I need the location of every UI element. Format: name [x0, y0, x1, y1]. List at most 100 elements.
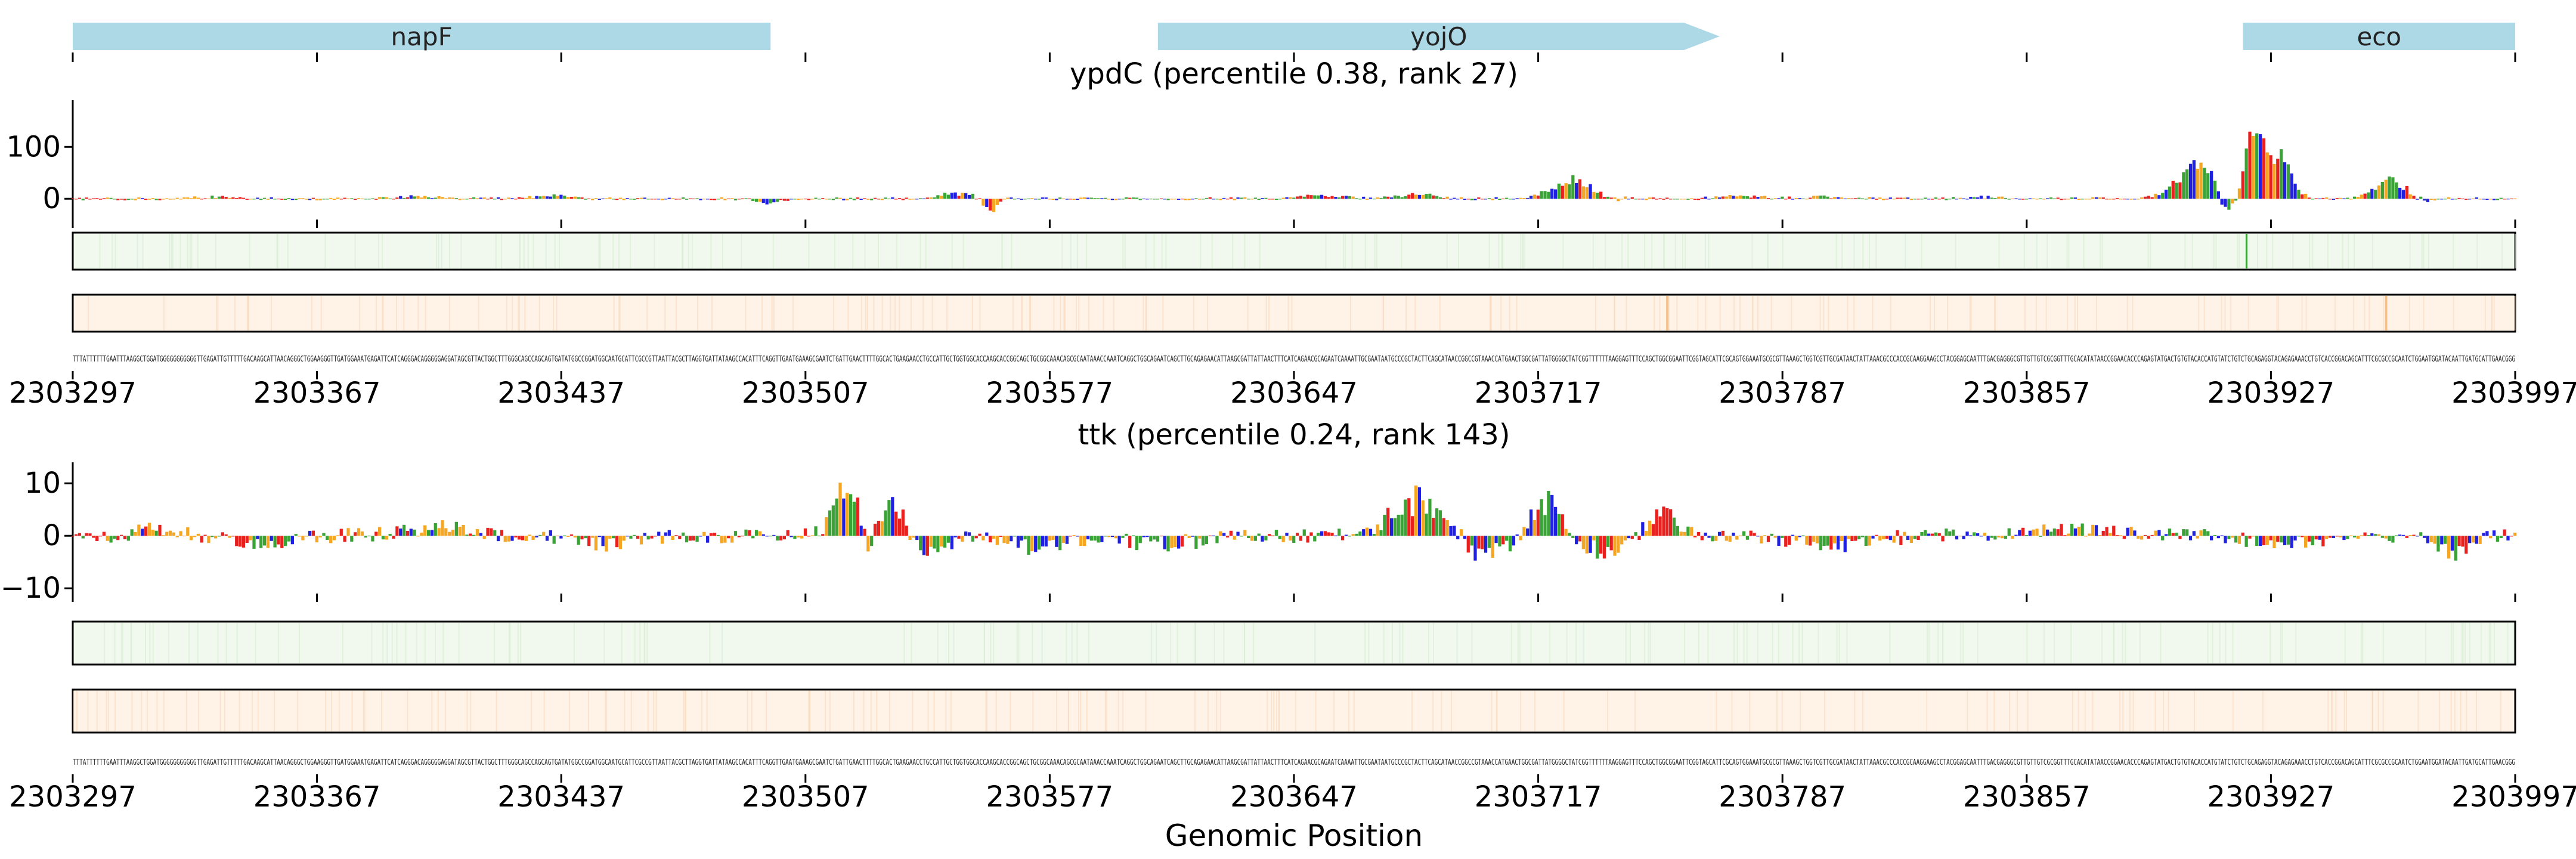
logo-bar-G — [2356, 536, 2360, 539]
logo-bar-C — [2283, 536, 2287, 546]
strip-2-line — [1439, 296, 1441, 330]
logo-bar-C — [479, 533, 482, 536]
logo-bar-G — [193, 536, 197, 537]
logo-bar-G — [1445, 520, 1449, 536]
strip-2-line — [587, 691, 589, 731]
logo-bar-A — [1313, 195, 1317, 199]
strip-2-line — [647, 691, 649, 731]
logo-bar-T — [1829, 536, 1833, 550]
strip-2-line — [524, 296, 526, 330]
logo-bar-G — [1002, 536, 1006, 543]
logo-bar-G — [1690, 527, 1693, 536]
logo-bar-A — [1194, 536, 1198, 549]
strip-1-line — [1942, 623, 1944, 663]
logo-bar-A — [2049, 197, 2053, 199]
logo-bar-C — [1449, 526, 1453, 536]
logo-bar-G — [531, 198, 535, 199]
strip-1-line — [1875, 234, 1877, 268]
logo-bar-A — [1425, 194, 1428, 199]
y-tick-label: 100 — [6, 130, 61, 163]
strip-2-line — [185, 691, 187, 731]
strip-1-line — [808, 234, 810, 268]
strip-1-line — [710, 234, 712, 268]
strip-1-line — [382, 234, 383, 268]
strip-1-line — [1253, 623, 1255, 663]
logo-bar-G — [1072, 199, 1076, 200]
strip-2-line — [246, 296, 248, 330]
strip-2-line — [1986, 691, 1988, 731]
strip-1-line — [630, 234, 631, 268]
logo-bar-C — [1344, 196, 1348, 199]
strip-2-line — [2132, 691, 2134, 731]
logo-bar-T — [158, 524, 162, 536]
logo-bar-G — [106, 536, 109, 541]
strip-2-line — [808, 691, 810, 731]
logo-bar-A — [1201, 536, 1205, 546]
logo-bar-C — [1368, 197, 1373, 199]
logo-bar-A — [1313, 536, 1317, 542]
logo-bar-A — [2374, 534, 2377, 536]
strip-1-line — [722, 623, 723, 663]
logo-bar-C — [1236, 532, 1240, 536]
logo-bar-T — [1809, 536, 1812, 546]
logo-bar-T — [1766, 197, 1770, 199]
logo-bar-A — [454, 198, 458, 199]
logo-bar-G — [228, 197, 231, 199]
strip-2-line — [2074, 296, 2076, 330]
logo-bar-A — [946, 536, 950, 543]
logo-bar-G — [332, 199, 336, 200]
strip-1-line — [1488, 234, 1490, 268]
logo-bar-T — [2021, 527, 2025, 536]
logo-bar-G — [2231, 199, 2234, 204]
strip-1-line — [1124, 234, 1126, 268]
strip-2-line — [825, 691, 826, 731]
logo-bar-A — [371, 536, 374, 542]
logo-bar-A — [1540, 499, 1543, 536]
logo-bar-G — [2513, 532, 2517, 536]
logo-bar-T — [1128, 536, 1132, 548]
strip-2-line — [1053, 296, 1055, 330]
logo-bar-A — [2227, 199, 2231, 210]
logo-bar-G — [2091, 197, 2095, 199]
strip-2-line — [2484, 296, 2486, 330]
strip-1-line — [2212, 623, 2213, 663]
logo-bar-G — [866, 199, 870, 200]
logo-bar-T — [2147, 536, 2150, 539]
strip-1-line — [2232, 623, 2234, 663]
strip-2-line — [1265, 296, 1267, 330]
logo-bar-A — [294, 534, 298, 536]
logo-bar-G — [357, 528, 361, 536]
strip-1-line — [171, 234, 172, 268]
logo-bar-T — [2269, 536, 2272, 540]
strip-2-line — [1668, 296, 1670, 330]
logo-bar-T — [1323, 196, 1327, 199]
strip-2-line — [2072, 691, 2073, 731]
strip-1-line — [2425, 623, 2427, 663]
strip-2-line — [76, 691, 78, 731]
strip-1-line — [1928, 623, 1930, 663]
logo-bar-G — [622, 536, 626, 541]
logo-bar-G — [1623, 536, 1627, 541]
logo-bar-G — [207, 536, 210, 543]
logo-bar-A — [1547, 191, 1550, 199]
strip-2-line — [1776, 691, 1778, 731]
logo-bar-G — [2137, 536, 2140, 539]
logo-bar-A — [322, 533, 326, 536]
logo-bar-T — [224, 534, 228, 536]
logo-bar-T — [221, 196, 224, 199]
logo-bar-A — [1264, 536, 1268, 540]
logo-bar-G — [1250, 536, 1254, 541]
logo-bar-G — [1170, 536, 1174, 548]
logo-bar-C — [2014, 534, 2018, 536]
logo-bar-G — [723, 199, 727, 200]
strip-1-line — [2237, 234, 2238, 268]
logo-bar-T — [200, 536, 203, 543]
strip-2-line — [96, 691, 98, 731]
logo-bar-A — [262, 197, 267, 199]
strip-2-line — [1824, 691, 1826, 731]
logo-bar-G — [2265, 536, 2269, 545]
logo-bar-G — [1564, 529, 1568, 536]
logo-bar-G — [1519, 197, 1522, 199]
strip-2-line — [163, 691, 165, 731]
strip-2-line — [1659, 296, 1661, 330]
